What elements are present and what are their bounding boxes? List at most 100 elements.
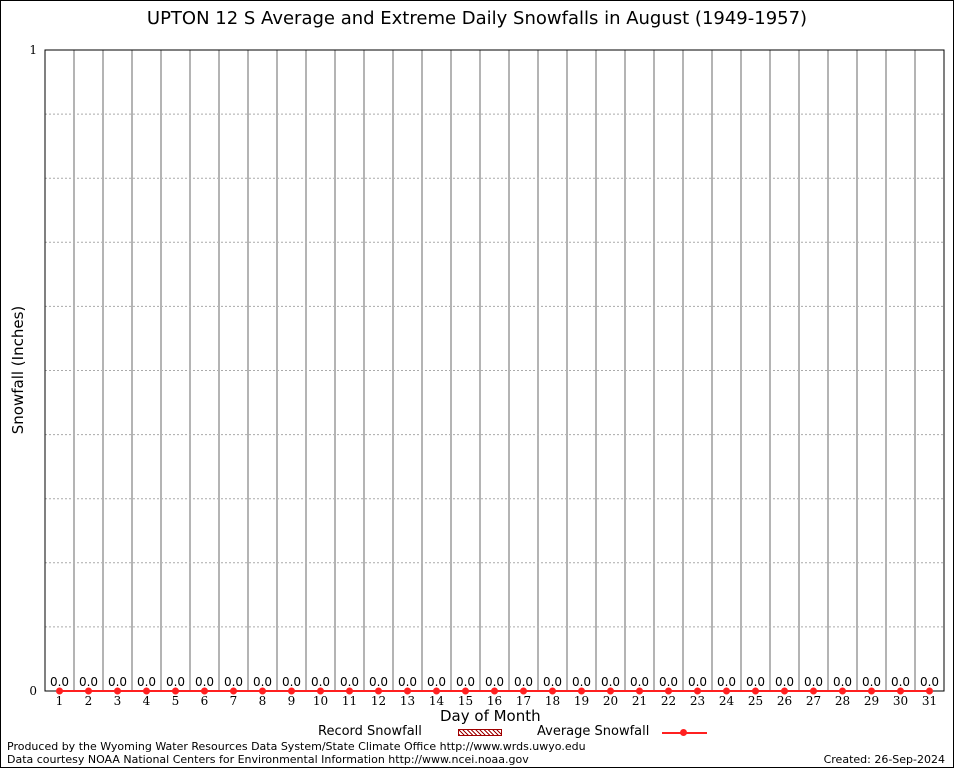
average-marker	[665, 687, 672, 695]
average-marker	[578, 687, 585, 695]
average-marker	[723, 687, 730, 695]
x-tick-label: 27	[806, 694, 821, 708]
average-marker	[317, 687, 324, 695]
data-label: 0.0	[108, 675, 127, 689]
x-tick-label: 14	[429, 694, 445, 708]
x-tick-label: 22	[661, 694, 676, 708]
average-marker	[114, 687, 121, 695]
average-marker	[520, 687, 527, 695]
x-tick-label: 7	[230, 694, 238, 708]
data-label: 0.0	[166, 675, 185, 689]
x-tick-label: 13	[400, 694, 415, 708]
average-marker	[839, 687, 846, 695]
x-tick-label: 12	[371, 694, 386, 708]
x-tick-label: 25	[748, 694, 763, 708]
average-marker	[433, 687, 440, 695]
data-label: 0.0	[195, 675, 214, 689]
x-axis-label: Day of Month	[440, 707, 541, 725]
average-marker	[926, 687, 933, 695]
x-tick-label: 17	[516, 694, 531, 708]
average-marker	[288, 687, 295, 695]
x-tick-label: 1	[56, 694, 64, 708]
average-marker	[549, 687, 556, 695]
data-label: 0.0	[572, 675, 591, 689]
data-label: 0.0	[456, 675, 475, 689]
data-label: 0.0	[485, 675, 504, 689]
average-marker	[259, 687, 266, 695]
data-label: 0.0	[282, 675, 301, 689]
average-marker	[201, 687, 208, 695]
x-tick-label: 16	[487, 694, 502, 708]
legend-label-average: Average Snowfall	[537, 724, 650, 739]
data-label: 0.0	[804, 675, 823, 689]
x-tick-label: 10	[313, 694, 328, 708]
chart-title: UPTON 12 S Average and Extreme Daily Sno…	[146, 8, 808, 29]
data-label: 0.0	[369, 675, 388, 689]
legend-swatch-record	[458, 729, 502, 736]
x-tick-label: 18	[545, 694, 560, 708]
average-marker	[752, 687, 759, 695]
x-tick-label: 11	[342, 694, 357, 708]
average-marker	[781, 687, 788, 695]
x-tick-label: 15	[458, 694, 473, 708]
data-label: 0.0	[659, 675, 678, 689]
data-label: 0.0	[514, 675, 533, 689]
legend-marker-average	[680, 729, 687, 736]
data-label: 0.0	[311, 675, 330, 689]
x-tick-label: 9	[288, 694, 296, 708]
x-tick-label: 23	[690, 694, 705, 708]
data-label: 0.0	[50, 675, 69, 689]
average-marker	[462, 687, 469, 695]
data-label: 0.0	[717, 675, 736, 689]
data-label: 0.0	[224, 675, 243, 689]
x-tick-label: 2	[85, 694, 93, 708]
x-tick-label: 19	[574, 694, 589, 708]
x-tick-label: 5	[172, 694, 180, 708]
average-marker	[897, 687, 904, 695]
data-label: 0.0	[920, 675, 939, 689]
data-label: 0.0	[630, 675, 649, 689]
y-tick-label: 0	[29, 684, 37, 698]
x-tick-label: 30	[893, 694, 908, 708]
average-marker	[346, 687, 353, 695]
x-tick-label: 31	[922, 694, 937, 708]
x-tick-label: 20	[603, 694, 618, 708]
footer-created: Created: 26-Sep-2024	[823, 753, 945, 766]
data-label: 0.0	[862, 675, 881, 689]
average-marker	[172, 687, 179, 695]
x-tick-label: 29	[864, 694, 879, 708]
data-label: 0.0	[891, 675, 910, 689]
data-label: 0.0	[746, 675, 765, 689]
x-tick-label: 4	[143, 694, 151, 708]
x-tick-label: 26	[777, 694, 792, 708]
data-label: 0.0	[137, 675, 156, 689]
footer-produced-by: Produced by the Wyoming Water Resources …	[7, 740, 586, 753]
average-marker	[607, 687, 614, 695]
average-marker	[491, 687, 498, 695]
data-label: 0.0	[601, 675, 620, 689]
x-tick-label: 21	[632, 694, 647, 708]
y-tick-label: 1	[29, 43, 37, 57]
average-marker	[375, 687, 382, 695]
average-marker	[636, 687, 643, 695]
legend-label-record: Record Snowfall	[318, 724, 422, 739]
average-marker	[56, 687, 63, 695]
x-tick-label: 8	[259, 694, 267, 708]
x-tick-label: 6	[201, 694, 209, 708]
data-label: 0.0	[833, 675, 852, 689]
data-label: 0.0	[398, 675, 417, 689]
footer-data-courtesy: Data courtesy NOAA National Centers for …	[7, 753, 529, 766]
average-marker	[85, 687, 92, 695]
average-marker	[404, 687, 411, 695]
average-marker	[694, 687, 701, 695]
data-label: 0.0	[775, 675, 794, 689]
data-label: 0.0	[79, 675, 98, 689]
data-label: 0.0	[427, 675, 446, 689]
data-label: 0.0	[543, 675, 562, 689]
average-marker	[810, 687, 817, 695]
data-label: 0.0	[253, 675, 272, 689]
x-tick-label: 24	[719, 694, 735, 708]
data-label: 0.0	[688, 675, 707, 689]
data-label: 0.0	[340, 675, 359, 689]
